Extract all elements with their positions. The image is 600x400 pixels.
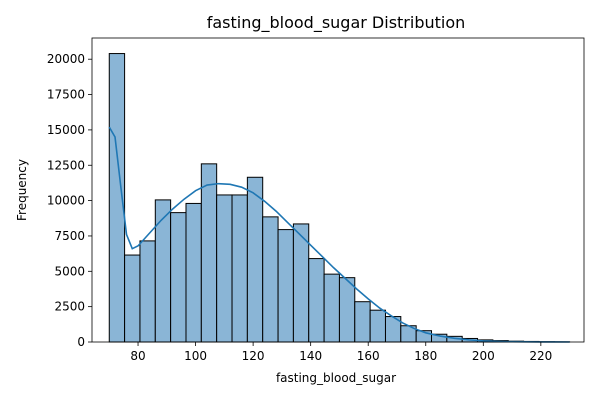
histogram-bar <box>170 212 187 343</box>
histogram-bar <box>216 194 233 343</box>
histogram-bar <box>338 277 356 343</box>
kde-line <box>108 126 570 343</box>
x-axis-ticks: 80 100 120 140 160 180 200 220 <box>130 342 552 363</box>
axes-frame <box>91 37 585 343</box>
y-tick-label: 17500 <box>47 88 85 102</box>
x-tick-label: 200 <box>472 349 495 363</box>
histogram-bars <box>108 53 571 343</box>
y-tick-label: 10000 <box>47 194 85 208</box>
chart-title: fasting_blood_sugar Distribution <box>207 13 466 33</box>
x-tick-label: 120 <box>242 349 265 363</box>
histogram-bar <box>277 229 294 343</box>
y-tick-label: 7500 <box>54 229 85 243</box>
y-axis-ticks: 0 2500 5000 7500 10000 12500 15000 17500 20000 <box>47 52 92 349</box>
histogram-bar <box>369 309 386 343</box>
histogram-bar <box>246 176 264 343</box>
histogram-bar <box>323 273 340 343</box>
x-tick-label: 140 <box>299 349 322 363</box>
y-tick-label: 12500 <box>47 158 85 172</box>
x-tick-label: 220 <box>529 349 552 363</box>
y-tick-label: 15000 <box>47 123 85 137</box>
y-tick-label: 2500 <box>54 300 85 314</box>
histogram-bar <box>139 240 156 343</box>
histogram-bar <box>308 258 325 343</box>
y-tick-label: 0 <box>77 335 85 349</box>
y-tick-label: 5000 <box>54 264 85 278</box>
histogram-bar <box>185 202 202 343</box>
plot-area <box>91 37 585 343</box>
y-tick-label: 20000 <box>47 52 85 66</box>
x-tick-label: 160 <box>357 349 380 363</box>
x-tick-label: 100 <box>184 349 207 363</box>
histogram-bar <box>200 163 218 343</box>
x-tick-label: 80 <box>130 349 145 363</box>
x-axis-label: fasting_blood_sugar <box>276 371 396 385</box>
histogram-bar <box>262 216 279 343</box>
y-axis-label: Frequency <box>15 159 29 221</box>
x-tick-label: 180 <box>414 349 437 363</box>
histogram-bar <box>231 194 248 343</box>
histogram-bar <box>354 301 371 343</box>
histogram-bar <box>154 199 172 343</box>
histogram-bar <box>124 254 141 343</box>
